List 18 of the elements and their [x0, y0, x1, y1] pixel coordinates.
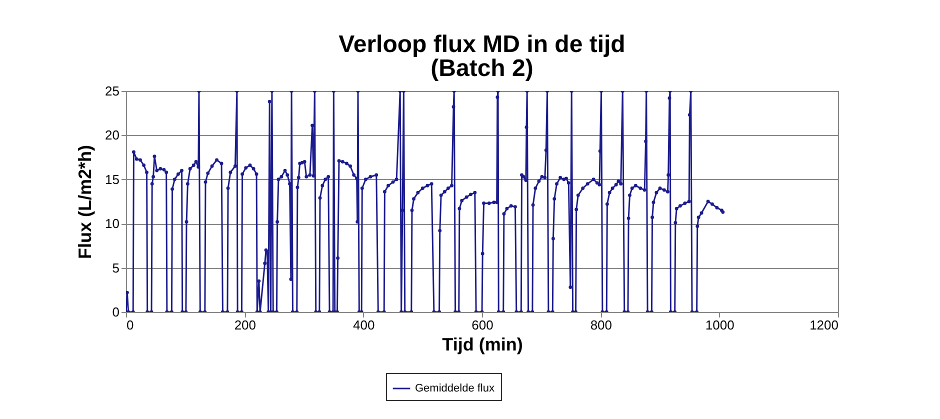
- y-tick-label: 25: [105, 84, 120, 98]
- x-tick-label: 0: [126, 318, 134, 332]
- x-tick-label: 1200: [810, 318, 838, 332]
- y-tick-label: 5: [112, 260, 120, 276]
- y-tick-label: 15: [105, 172, 120, 187]
- legend-label: Gemiddelde flux: [415, 382, 495, 394]
- x-tick-label: 400: [352, 318, 375, 332]
- x-tick-label: 200: [234, 318, 256, 332]
- chart-subtitle: (Batch 2): [430, 55, 534, 82]
- y-tick-label: 20: [105, 128, 120, 143]
- y-tick-label: 10: [105, 216, 120, 232]
- x-tick-label: 600: [472, 318, 494, 332]
- x-tick-label: 1000: [705, 318, 734, 332]
- chart-title: Verloop flux MD in de tijd: [338, 31, 626, 58]
- x-tick-label: 800: [590, 318, 612, 332]
- y-tick-label: 0: [112, 304, 120, 320]
- x-axis-title: Tijd (min): [442, 334, 523, 354]
- y-axis-title: Flux (L/m2*h): [75, 144, 96, 260]
